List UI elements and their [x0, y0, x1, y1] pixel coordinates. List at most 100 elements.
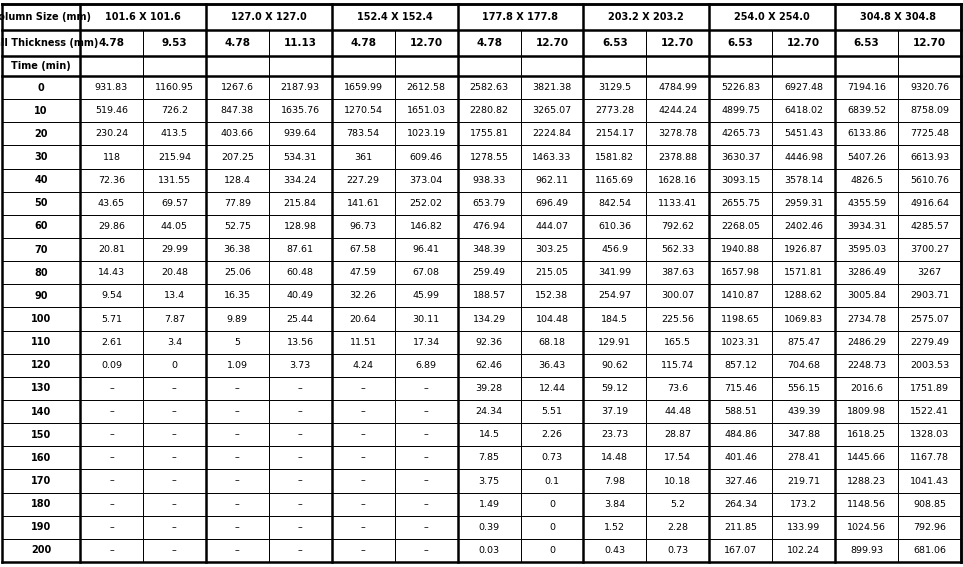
Text: 36.38: 36.38: [223, 245, 251, 254]
Bar: [395, 99, 457, 122]
Text: –: –: [109, 546, 114, 555]
Bar: [395, 446, 457, 469]
Text: 225.56: 225.56: [662, 315, 694, 324]
Text: 278.41: 278.41: [787, 454, 820, 462]
Text: 14.5: 14.5: [479, 430, 500, 439]
Text: 3578.14: 3578.14: [784, 176, 823, 185]
Bar: [80, 377, 143, 400]
Bar: [520, 168, 584, 192]
Text: 588.51: 588.51: [724, 407, 757, 416]
Bar: [143, 30, 206, 56]
Bar: [772, 284, 835, 307]
Bar: [269, 99, 331, 122]
Text: 252.02: 252.02: [409, 199, 443, 208]
Bar: [206, 469, 269, 493]
Text: 128.98: 128.98: [284, 222, 317, 231]
Bar: [584, 400, 646, 423]
Text: 2.26: 2.26: [541, 430, 562, 439]
Text: –: –: [235, 546, 240, 555]
Text: 0: 0: [171, 361, 177, 370]
Text: –: –: [235, 407, 240, 416]
Bar: [331, 446, 395, 469]
Text: 177.8 X 177.8: 177.8 X 177.8: [482, 12, 559, 22]
Text: 20: 20: [35, 129, 48, 139]
Text: 1.49: 1.49: [479, 500, 500, 509]
Bar: [584, 307, 646, 331]
Bar: [772, 168, 835, 192]
Text: 476.94: 476.94: [473, 222, 506, 231]
Bar: [584, 539, 646, 562]
Bar: [206, 215, 269, 238]
Text: –: –: [361, 384, 366, 393]
Text: –: –: [361, 500, 366, 509]
Text: 610.36: 610.36: [598, 222, 632, 231]
Text: 931.83: 931.83: [94, 83, 128, 92]
Bar: [2, 30, 80, 56]
Bar: [206, 307, 269, 331]
Text: 938.33: 938.33: [472, 176, 506, 185]
Text: 4.78: 4.78: [98, 38, 124, 48]
Bar: [395, 469, 457, 493]
Text: 439.39: 439.39: [787, 407, 820, 416]
Text: –: –: [424, 500, 429, 509]
Text: –: –: [109, 476, 114, 485]
Text: 96.41: 96.41: [412, 245, 439, 254]
Text: 7.85: 7.85: [479, 454, 500, 462]
Bar: [898, 516, 961, 539]
Bar: [520, 238, 584, 261]
Bar: [206, 145, 269, 168]
Bar: [143, 192, 206, 215]
Bar: [269, 423, 331, 446]
Bar: [143, 539, 206, 562]
Bar: [898, 76, 961, 99]
Bar: [331, 423, 395, 446]
Text: 2003.53: 2003.53: [910, 361, 950, 370]
Bar: [269, 539, 331, 562]
Text: 653.79: 653.79: [473, 199, 506, 208]
Bar: [2, 261, 80, 284]
Text: 792.62: 792.62: [662, 222, 694, 231]
Bar: [457, 168, 520, 192]
Text: 6.53: 6.53: [602, 38, 628, 48]
Text: 12.70: 12.70: [913, 38, 946, 48]
Text: 1657.98: 1657.98: [721, 268, 760, 277]
Text: 52.75: 52.75: [223, 222, 250, 231]
Bar: [206, 354, 269, 377]
Text: 72.36: 72.36: [98, 176, 125, 185]
Text: 50: 50: [35, 198, 48, 208]
Text: –: –: [235, 454, 240, 462]
Text: 4916.64: 4916.64: [910, 199, 949, 208]
Text: –: –: [109, 384, 114, 393]
Text: 92.36: 92.36: [476, 337, 503, 346]
Text: 1023.31: 1023.31: [721, 337, 761, 346]
Bar: [80, 261, 143, 284]
Text: 1041.43: 1041.43: [910, 476, 950, 485]
Bar: [646, 261, 710, 284]
Text: 62.46: 62.46: [476, 361, 503, 370]
Bar: [331, 493, 395, 516]
Text: 962.11: 962.11: [535, 176, 568, 185]
Bar: [143, 145, 206, 168]
Text: 230.24: 230.24: [95, 129, 128, 138]
Bar: [331, 284, 395, 307]
Bar: [710, 400, 772, 423]
Bar: [520, 423, 584, 446]
Bar: [584, 493, 646, 516]
Text: 609.46: 609.46: [409, 153, 443, 162]
Bar: [520, 215, 584, 238]
Text: 32.26: 32.26: [350, 291, 377, 301]
Text: 14.43: 14.43: [98, 268, 125, 277]
Text: –: –: [172, 384, 177, 393]
Text: 118: 118: [102, 153, 120, 162]
Bar: [395, 76, 457, 99]
Text: 726.2: 726.2: [161, 106, 188, 115]
Text: –: –: [361, 407, 366, 416]
Bar: [331, 99, 395, 122]
Bar: [80, 539, 143, 562]
Text: 188.57: 188.57: [473, 291, 506, 301]
Text: 3630.37: 3630.37: [721, 153, 761, 162]
Text: 10: 10: [35, 105, 48, 116]
Bar: [772, 56, 835, 76]
Bar: [80, 99, 143, 122]
Bar: [457, 261, 520, 284]
